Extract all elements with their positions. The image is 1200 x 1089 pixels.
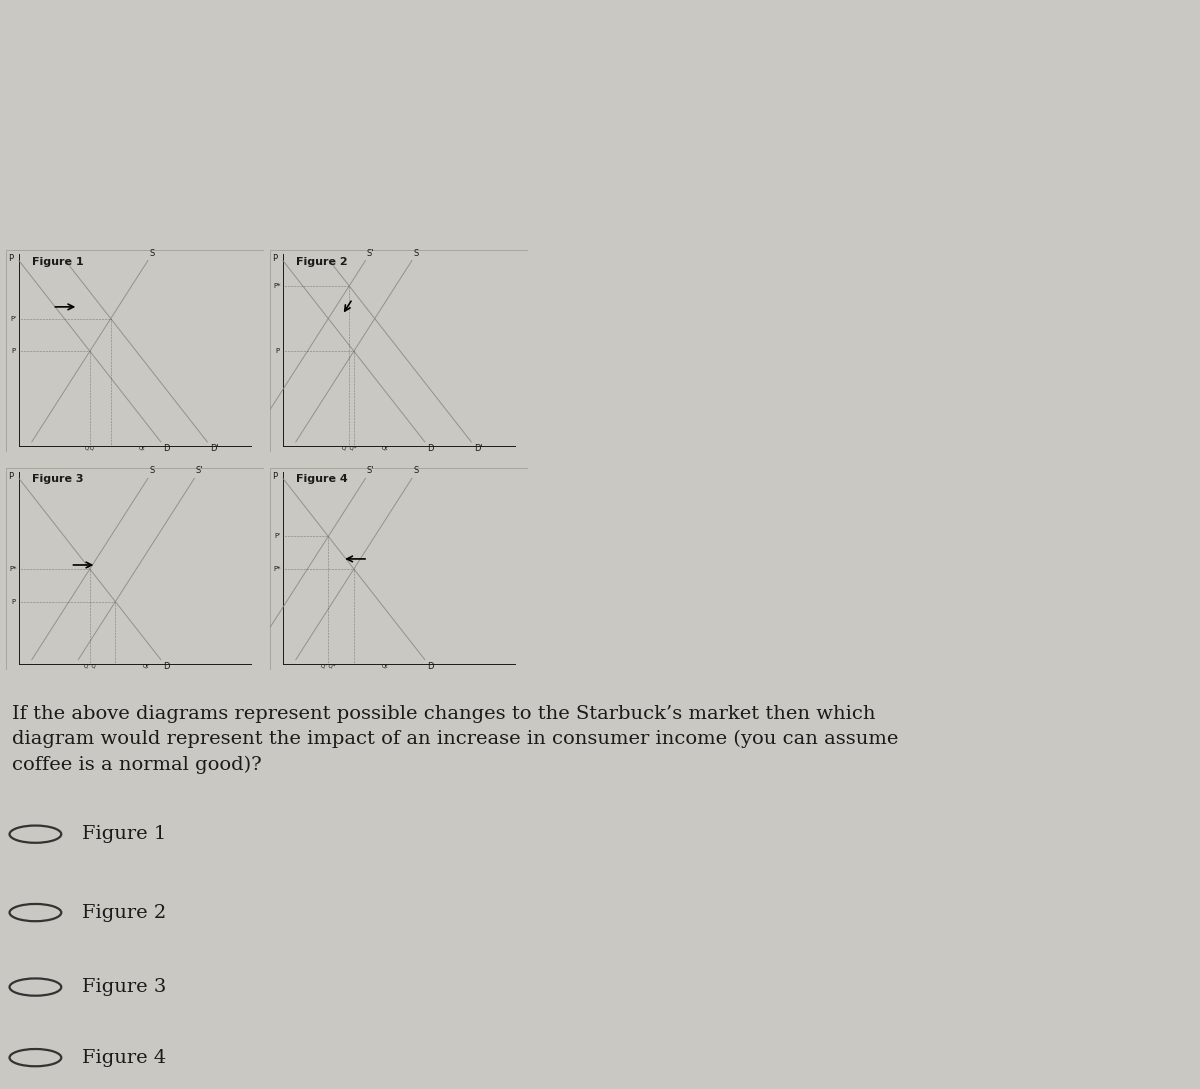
Text: Q' Q*: Q' Q*: [342, 445, 356, 451]
Text: D': D': [474, 444, 482, 453]
Text: Figure 4: Figure 4: [83, 1049, 167, 1066]
Text: Q'Q: Q'Q: [85, 445, 95, 451]
Text: P: P: [8, 254, 13, 264]
Text: Figure 3: Figure 3: [32, 475, 83, 485]
Text: Figure 2: Figure 2: [83, 904, 167, 921]
Text: P': P': [11, 316, 17, 321]
Text: P: P: [11, 599, 16, 604]
Text: Qt: Qt: [382, 445, 388, 451]
Text: S: S: [149, 466, 155, 475]
Text: Qt: Qt: [382, 663, 388, 669]
Text: Figure 1: Figure 1: [32, 257, 84, 267]
Text: S': S': [196, 466, 203, 475]
Text: D: D: [427, 444, 434, 453]
Text: S: S: [149, 248, 155, 257]
Text: D: D: [427, 662, 434, 671]
Text: P*: P*: [274, 283, 281, 289]
Text: Qt: Qt: [138, 445, 145, 451]
Text: S': S': [367, 248, 374, 257]
Text: P*: P*: [274, 566, 281, 572]
Text: Figure 4: Figure 4: [296, 475, 348, 485]
Text: If the above diagrams represent possible changes to the Starbuck’s market then w: If the above diagrams represent possible…: [12, 705, 899, 773]
Text: S: S: [413, 248, 419, 257]
Text: P: P: [11, 348, 16, 354]
Text: P: P: [8, 472, 13, 481]
Text: P: P: [272, 472, 277, 481]
Text: P: P: [275, 348, 280, 354]
Text: Qt: Qt: [143, 663, 150, 669]
Text: D: D: [163, 444, 170, 453]
Text: Q' Q: Q' Q: [84, 663, 96, 669]
Text: D: D: [163, 662, 170, 671]
Text: P: P: [272, 254, 277, 264]
Text: S: S: [413, 466, 419, 475]
Text: Q' Q*: Q' Q*: [322, 663, 336, 669]
Text: P': P': [275, 534, 281, 539]
Text: Figure 3: Figure 3: [83, 978, 167, 996]
Text: Figure 2: Figure 2: [296, 257, 348, 267]
Text: D': D': [210, 444, 218, 453]
Text: Figure 1: Figure 1: [83, 825, 167, 843]
Text: S': S': [367, 466, 374, 475]
Text: P*: P*: [10, 566, 17, 572]
